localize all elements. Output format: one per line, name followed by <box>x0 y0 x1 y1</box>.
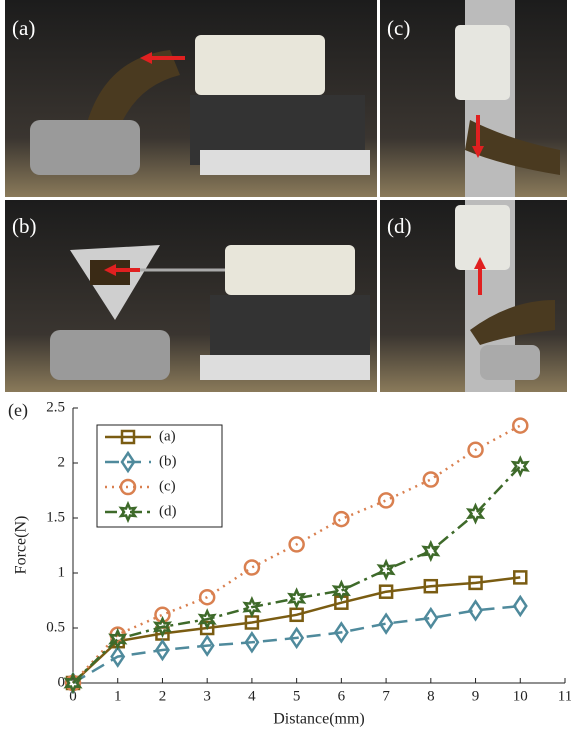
marker <box>198 588 216 606</box>
panel-label: (a) <box>12 16 35 40</box>
photo-b: (b) <box>5 200 377 392</box>
photo-d: (d) <box>380 200 567 392</box>
marker <box>108 627 128 651</box>
marker <box>288 536 305 553</box>
marker <box>378 584 394 599</box>
series-line <box>72 424 521 684</box>
panel-label: (b) <box>12 214 37 238</box>
x-tick-label: 4 <box>248 688 256 704</box>
legend-marker <box>119 478 137 496</box>
marker <box>154 638 170 662</box>
y-tick-label: 1.5 <box>46 509 65 525</box>
marker <box>152 615 173 638</box>
photo-c: (c) <box>380 0 567 197</box>
series-line <box>72 604 521 685</box>
x-axis-label: Distance(mm) <box>273 711 365 728</box>
marker <box>422 471 440 488</box>
marker <box>63 671 83 695</box>
photo-a: (a) <box>5 0 377 197</box>
y-tick-label: 0.5 <box>46 619 65 635</box>
marker <box>242 596 262 619</box>
x-tick-label: 1 <box>114 688 122 704</box>
marker <box>513 570 528 585</box>
legend-marker <box>120 450 136 474</box>
marker <box>199 634 215 657</box>
x-tick-label: 6 <box>338 688 346 704</box>
marker <box>465 502 486 525</box>
marker <box>244 631 260 654</box>
marker <box>287 587 307 610</box>
chart-label: (e) <box>8 400 28 421</box>
marker <box>289 626 305 650</box>
legend-label: (d) <box>159 503 177 519</box>
marker <box>331 579 351 602</box>
legend-label: (b) <box>159 453 177 469</box>
marker <box>243 559 261 576</box>
marker <box>378 612 394 635</box>
x-tick-label: 2 <box>159 688 167 704</box>
marker <box>333 510 350 528</box>
panel-label: (c) <box>387 16 410 40</box>
x-tick-label: 5 <box>293 688 301 704</box>
marker <box>377 492 395 509</box>
marker <box>199 620 215 636</box>
y-axis-label: Force(N) <box>13 516 30 575</box>
marker <box>421 539 441 563</box>
legend-box <box>96 424 223 528</box>
legend-marker <box>120 429 136 445</box>
marker <box>512 594 528 618</box>
marker <box>468 575 483 591</box>
legend-label: (a) <box>159 428 176 444</box>
marker <box>333 621 349 644</box>
y-tick-label: 1 <box>58 564 66 580</box>
x-tick-label: 8 <box>427 688 435 704</box>
marker <box>510 455 530 478</box>
marker <box>423 578 439 594</box>
marker <box>467 441 484 459</box>
legend-marker <box>118 500 138 524</box>
x-tick-label: 10 <box>513 688 528 704</box>
series-line <box>72 576 521 684</box>
x-tick-label: 9 <box>472 688 480 704</box>
marker <box>423 606 439 630</box>
x-tick-label: 11 <box>558 688 571 704</box>
x-tick-label: 3 <box>203 688 211 704</box>
y-tick-label: 2.5 <box>46 399 65 415</box>
legend-label: (c) <box>159 478 176 494</box>
x-tick-label: 7 <box>382 688 390 704</box>
panel-label: (d) <box>387 214 412 238</box>
marker <box>197 608 217 631</box>
x-tick-label: 0 <box>69 688 77 704</box>
marker <box>512 417 529 434</box>
marker <box>468 599 484 622</box>
y-tick-label: 0 <box>58 674 66 690</box>
y-tick-label: 2 <box>58 454 66 470</box>
marker <box>110 645 126 668</box>
marker <box>376 558 396 581</box>
series-line <box>72 465 522 684</box>
